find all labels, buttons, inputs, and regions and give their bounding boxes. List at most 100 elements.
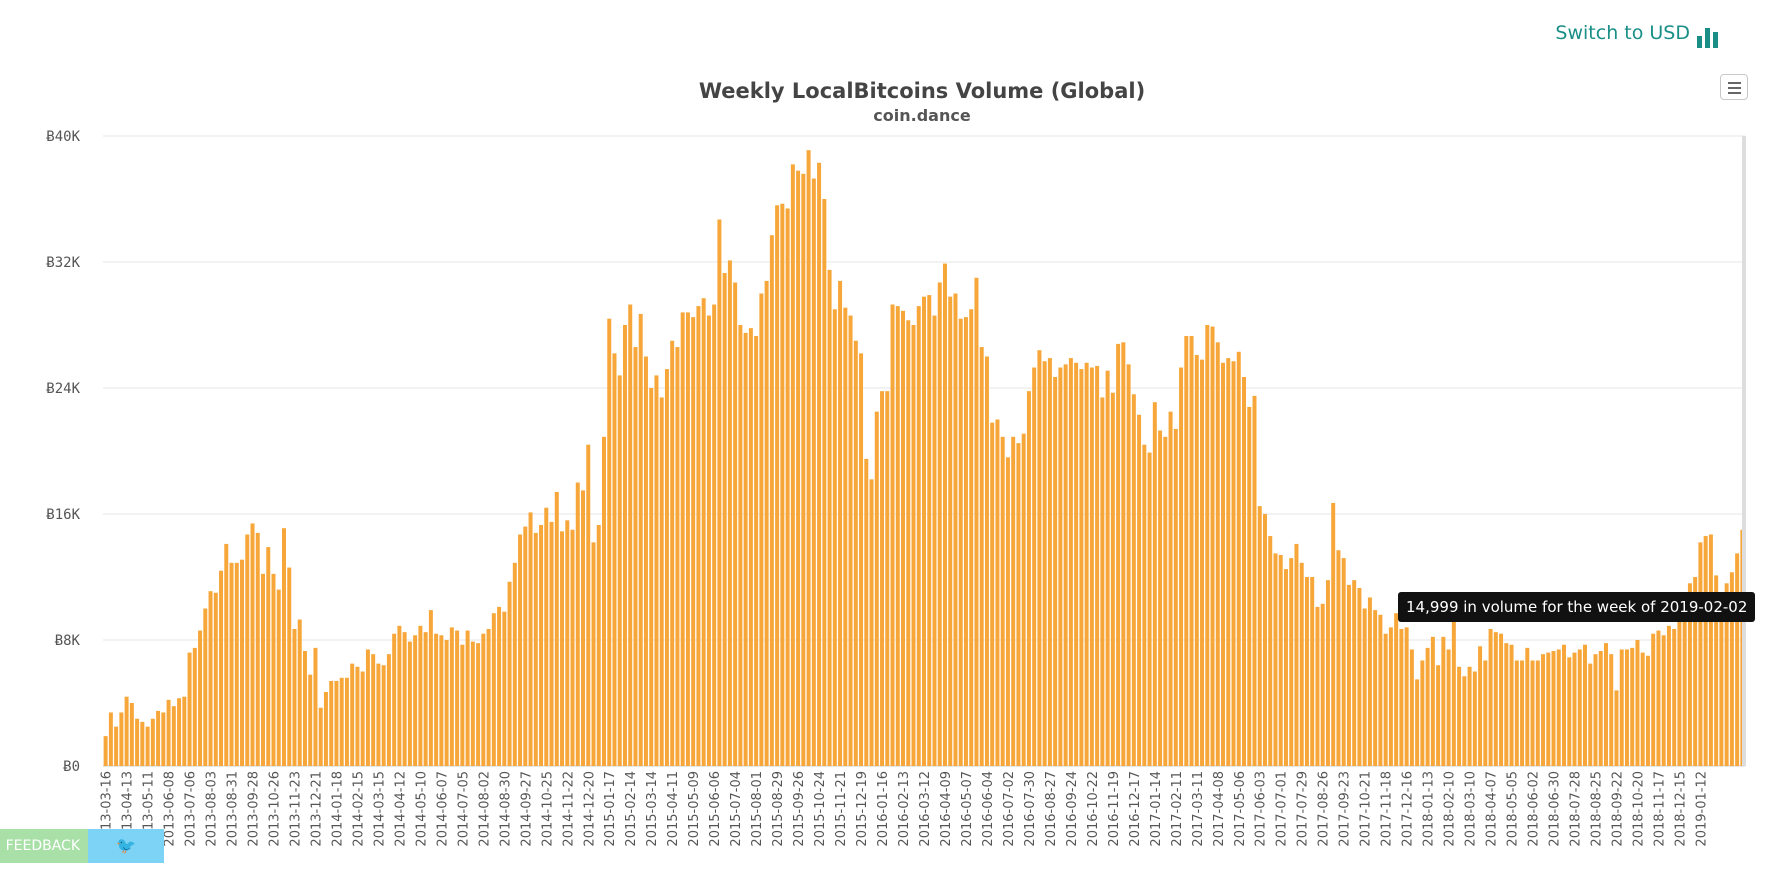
bar[interactable] bbox=[428, 610, 433, 766]
bar[interactable] bbox=[518, 534, 523, 766]
bar[interactable] bbox=[901, 310, 906, 766]
bar[interactable] bbox=[1577, 649, 1582, 766]
bar[interactable] bbox=[1488, 628, 1493, 766]
bar[interactable] bbox=[523, 526, 528, 766]
bar[interactable] bbox=[1163, 436, 1168, 766]
bar[interactable] bbox=[649, 388, 654, 766]
bar[interactable] bbox=[937, 282, 942, 766]
bar[interactable] bbox=[1179, 367, 1184, 766]
bar[interactable] bbox=[622, 325, 627, 766]
bar[interactable] bbox=[323, 691, 328, 766]
bar[interactable] bbox=[1588, 663, 1593, 767]
bar[interactable] bbox=[1105, 370, 1110, 766]
bar[interactable] bbox=[145, 726, 150, 767]
bar[interactable] bbox=[1672, 628, 1677, 766]
bar[interactable] bbox=[1404, 627, 1409, 766]
bar[interactable] bbox=[1068, 358, 1073, 766]
bar[interactable] bbox=[407, 641, 412, 766]
bar[interactable] bbox=[817, 162, 822, 766]
bar[interactable] bbox=[633, 347, 638, 766]
bar[interactable] bbox=[177, 698, 182, 766]
bar[interactable] bbox=[995, 419, 1000, 767]
bar[interactable] bbox=[219, 570, 224, 766]
bar[interactable] bbox=[1346, 584, 1351, 767]
bar[interactable] bbox=[1362, 608, 1367, 767]
bar[interactable] bbox=[1420, 660, 1425, 766]
bar[interactable] bbox=[911, 325, 916, 766]
bar[interactable] bbox=[1236, 351, 1241, 766]
bar[interactable] bbox=[958, 318, 963, 766]
bar[interactable] bbox=[948, 296, 953, 766]
bar[interactable] bbox=[733, 282, 738, 766]
bar[interactable] bbox=[1541, 654, 1546, 766]
bar[interactable] bbox=[1388, 627, 1393, 766]
bar[interactable] bbox=[560, 531, 565, 766]
bar[interactable] bbox=[124, 696, 129, 766]
bar-chart-icon[interactable] bbox=[1696, 24, 1720, 48]
bar[interactable] bbox=[1325, 580, 1330, 766]
bar[interactable] bbox=[297, 619, 302, 766]
bar[interactable] bbox=[927, 295, 932, 766]
bar[interactable] bbox=[680, 312, 685, 766]
bar[interactable] bbox=[1037, 350, 1042, 766]
bar[interactable] bbox=[1378, 614, 1383, 766]
bar[interactable] bbox=[549, 521, 554, 767]
bar[interactable] bbox=[1719, 594, 1724, 766]
bar[interactable] bbox=[1126, 364, 1131, 767]
bar[interactable] bbox=[234, 562, 239, 766]
bar[interactable] bbox=[832, 309, 837, 766]
bar[interactable] bbox=[1399, 628, 1404, 766]
bar[interactable] bbox=[1231, 361, 1236, 766]
bar[interactable] bbox=[1032, 367, 1037, 766]
bar[interactable] bbox=[1168, 411, 1173, 767]
bar[interactable] bbox=[1047, 358, 1052, 766]
bar[interactable] bbox=[365, 649, 370, 766]
chart-menu-button[interactable] bbox=[1720, 74, 1748, 100]
bar[interactable] bbox=[1152, 402, 1157, 766]
bar[interactable] bbox=[240, 559, 245, 766]
bar[interactable] bbox=[922, 296, 926, 766]
bar[interactable] bbox=[1142, 444, 1147, 766]
bar[interactable] bbox=[853, 340, 858, 766]
bar[interactable] bbox=[670, 340, 675, 766]
bar[interactable] bbox=[198, 630, 203, 766]
bar[interactable] bbox=[1173, 428, 1178, 766]
bar[interactable] bbox=[140, 721, 145, 766]
bar[interactable] bbox=[691, 317, 696, 767]
bar[interactable] bbox=[402, 632, 407, 767]
bar[interactable] bbox=[1462, 676, 1467, 766]
bar[interactable] bbox=[811, 178, 816, 766]
bar[interactable] bbox=[1457, 666, 1462, 766]
bar[interactable] bbox=[1483, 660, 1488, 766]
bar[interactable] bbox=[1042, 361, 1047, 766]
bar[interactable] bbox=[313, 647, 318, 767]
bar[interactable] bbox=[1283, 569, 1288, 767]
bar[interactable] bbox=[1630, 647, 1635, 767]
bar[interactable] bbox=[769, 235, 774, 767]
bar[interactable] bbox=[418, 625, 423, 766]
bar[interactable] bbox=[1026, 391, 1031, 766]
bar[interactable] bbox=[743, 332, 748, 767]
bar[interactable] bbox=[1331, 502, 1336, 766]
bar[interactable] bbox=[1656, 630, 1661, 766]
bar[interactable] bbox=[129, 703, 134, 766]
bar[interactable] bbox=[491, 613, 496, 766]
bar[interactable] bbox=[664, 369, 669, 766]
bar[interactable] bbox=[261, 573, 265, 766]
bar[interactable] bbox=[790, 164, 795, 767]
bar[interactable] bbox=[754, 336, 759, 766]
bar[interactable] bbox=[1499, 633, 1504, 766]
bar[interactable] bbox=[1640, 652, 1645, 766]
bar[interactable] bbox=[591, 542, 596, 766]
bar[interactable] bbox=[1147, 452, 1152, 766]
bar[interactable] bbox=[460, 644, 465, 766]
bar[interactable] bbox=[444, 640, 449, 766]
bar[interactable] bbox=[1058, 367, 1063, 766]
bar[interactable] bbox=[612, 353, 617, 766]
bar[interactable] bbox=[1409, 649, 1414, 766]
bar[interactable] bbox=[1504, 643, 1509, 766]
bar[interactable] bbox=[1373, 610, 1378, 766]
bar[interactable] bbox=[1583, 644, 1587, 766]
bar[interactable] bbox=[628, 304, 633, 766]
bar[interactable] bbox=[203, 608, 208, 767]
